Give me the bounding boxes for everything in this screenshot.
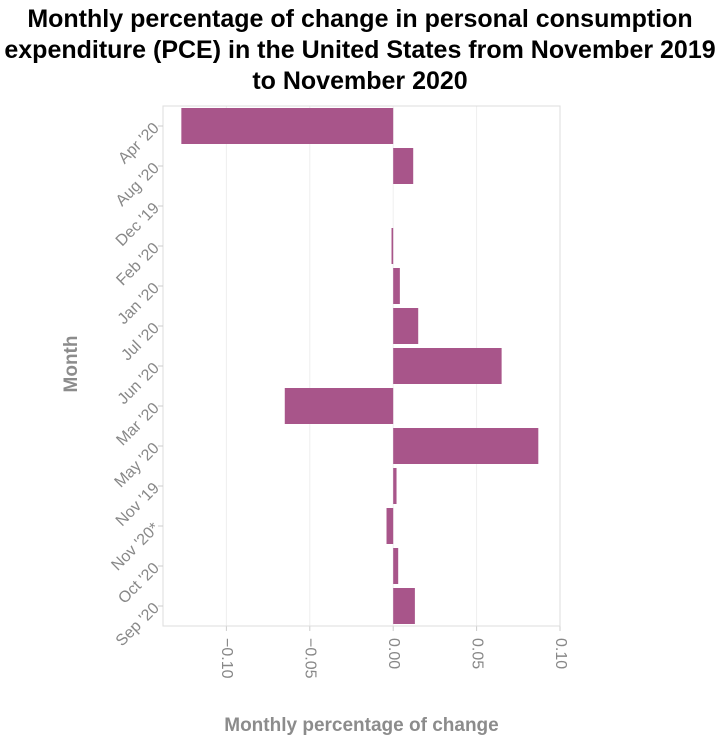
y-tick-label: Jun '20 <box>115 360 163 408</box>
bar <box>181 108 394 144</box>
y-tick-label: Aug '20 <box>113 160 163 210</box>
bar <box>393 468 397 504</box>
x-tick-label: 0.10 <box>552 638 569 669</box>
x-tick-label: 0.05 <box>468 638 485 669</box>
bar <box>284 388 394 424</box>
x-tick-label: −0.05 <box>302 638 319 679</box>
y-tick-label: Mar '20 <box>113 400 162 449</box>
bar <box>393 428 539 464</box>
bar <box>391 228 394 264</box>
bar <box>393 588 415 624</box>
bar <box>393 148 414 184</box>
y-axis-title: Month <box>61 336 82 393</box>
bar <box>393 548 399 584</box>
x-tick-label: −0.10 <box>218 638 235 679</box>
x-tick-label: 0.00 <box>385 638 402 669</box>
y-tick-label: Dec '19 <box>113 200 163 250</box>
y-tick-label: Sep '20 <box>113 600 163 650</box>
x-axis-title: Monthly percentage of change <box>224 715 498 736</box>
y-tick-label: May '20 <box>112 440 163 491</box>
bar <box>393 308 419 344</box>
x-tick-labels: −0.10 −0.05 0.00 0.05 0.10 <box>218 638 569 679</box>
bars <box>181 108 539 624</box>
bar <box>386 508 394 544</box>
chart-title: Monthly percentage of change in personal… <box>4 5 716 95</box>
bar <box>393 348 502 384</box>
y-tick-label: Apr '20 <box>115 120 163 168</box>
bar <box>393 268 400 304</box>
